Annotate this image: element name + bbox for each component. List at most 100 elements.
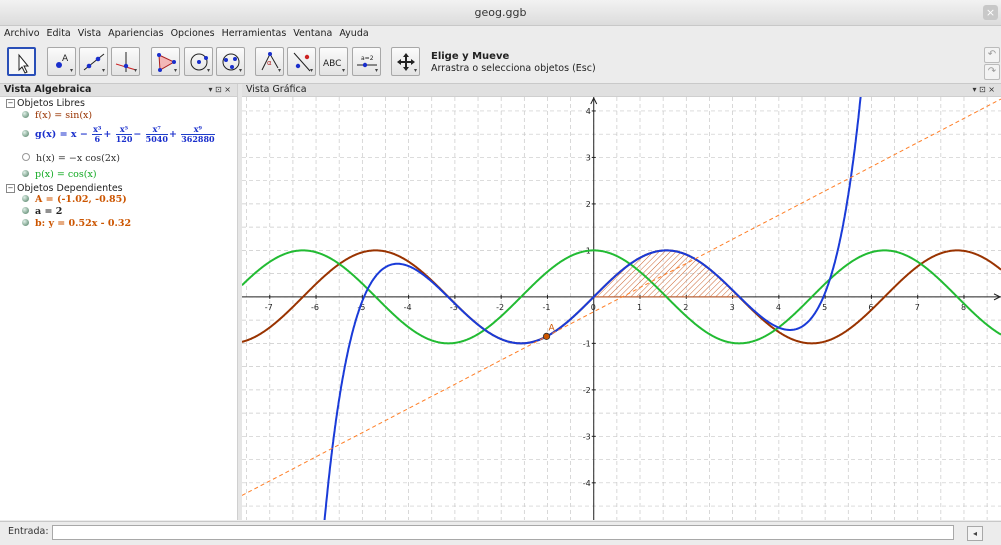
tool-help-title: Elige y Mueve [431, 51, 510, 62]
object-f[interactable]: f(x) = sin(x) [22, 110, 92, 121]
y-tick-label: 3 [586, 153, 591, 162]
x-tick-label: -7 [265, 303, 273, 312]
reflect-tool-icon [293, 52, 311, 72]
object-A-definition: A = (-1.02, -0.85) [35, 194, 127, 205]
algebra-view: − Objetos Libres f(x) = sin(x) g(x) = x −… [0, 97, 237, 520]
line-tool-icon [83, 53, 105, 71]
polygon-tool-icon [157, 53, 176, 72]
y-tick-label: -2 [583, 386, 591, 395]
conic-tool-icon [222, 53, 240, 71]
algebra-view-header: Vista Algebraica ▾ ⊡ × [0, 84, 237, 97]
slider-tool-icon: a=2 [357, 55, 377, 68]
x-tick-label: 8 [961, 303, 966, 312]
point-A-label: A [549, 323, 556, 333]
visibility-toggle-icon[interactable] [22, 195, 29, 202]
visibility-toggle-icon[interactable] [22, 111, 29, 118]
close-window-button[interactable]: × [983, 5, 998, 20]
visibility-toggle-icon[interactable] [22, 153, 30, 161]
series-taylor9 [323, 97, 862, 520]
move-tool-button[interactable] [7, 47, 36, 76]
g-operator: + [103, 129, 112, 140]
x-tick-label: -2 [496, 303, 504, 312]
x-tick-label: 5 [822, 303, 827, 312]
g-operator: − [133, 129, 142, 140]
x-tick-label: -3 [450, 303, 458, 312]
circle-tool-button[interactable]: ▾ [184, 47, 213, 76]
menu-vista[interactable]: Vista [77, 28, 102, 39]
algebra-view-controls[interactable]: ▾ ⊡ × [208, 85, 231, 94]
polygon-tool-button[interactable]: ▾ [151, 47, 180, 76]
g-term2-numerator: x⁵ [115, 125, 133, 135]
object-h[interactable]: h(x) = −x cos(2x) [22, 153, 120, 164]
graphics-view-title: Vista Gráfica [246, 84, 307, 95]
g-operator: + [168, 129, 177, 140]
y-tick-label: -3 [583, 432, 591, 441]
menu-bar: Archivo Edita Vista Apariencias Opciones Herr… [0, 26, 1001, 42]
move-view-tool-button[interactable]: ▾ [391, 47, 420, 76]
y-tick-label: -1 [583, 339, 591, 348]
object-f-definition: f(x) = sin(x) [35, 110, 93, 121]
menu-opciones[interactable]: Opciones [170, 28, 215, 39]
dependent-objects-group[interactable]: − Objetos Dependientes [6, 183, 123, 194]
x-tick-label: -1 [542, 303, 550, 312]
graphics-view-controls[interactable]: ▾ ⊡ × [972, 85, 995, 94]
collapse-icon[interactable]: − [6, 184, 15, 193]
collapse-icon[interactable]: − [6, 99, 15, 108]
move-view-tool-icon [397, 53, 415, 71]
input-field[interactable] [52, 525, 954, 540]
visibility-toggle-icon[interactable] [22, 219, 29, 226]
graphics-view[interactable]: -7 -6 -5 -4 -3 -2 -1 0 1 2 3 4 5 6 7 8 -4 -3 -2 -1 1 2 3 4 A [242, 97, 1001, 520]
angle-tool-button[interactable]: α ▾ [255, 47, 284, 76]
object-b[interactable]: b: y = 0.52x - 0.32 [22, 218, 131, 229]
perpendicular-tool-button[interactable]: ▾ [111, 47, 140, 76]
x-tick-label: 3 [730, 303, 735, 312]
menu-ayuda[interactable]: Ayuda [339, 28, 369, 39]
menu-apariencias[interactable]: Apariencias [108, 28, 164, 39]
line-tool-button[interactable]: ▾ [79, 47, 108, 76]
x-tick-label: 2 [683, 303, 688, 312]
g-term2-denominator: 120 [115, 134, 133, 144]
undo-icon[interactable]: ↶ [984, 47, 1000, 63]
y-tick-label: 2 [586, 200, 591, 209]
object-p-definition: p(x) = cos(x) [35, 169, 97, 180]
x-tick-label: -5 [357, 303, 365, 312]
point-tool-button[interactable]: A ▾ [47, 47, 76, 76]
menu-ventana[interactable]: Ventana [293, 28, 333, 39]
series-line [242, 98, 1001, 496]
g-term1-numerator: x³ [92, 124, 103, 135]
y-axis-arrow [590, 97, 598, 105]
algebra-view-title: Vista Algebraica [4, 84, 92, 95]
reflect-tool-button[interactable]: ▾ [287, 47, 316, 76]
object-g-prefix: g(x) = x − [35, 129, 88, 140]
g-term3-denominator: 5040 [145, 134, 168, 144]
object-a[interactable]: a = 2 [22, 206, 62, 217]
conic-tool-button[interactable]: ▾ [216, 47, 245, 76]
object-a-definition: a = 2 [35, 206, 63, 217]
free-objects-group[interactable]: − Objetos Libres [6, 98, 85, 109]
slider-tool-button[interactable]: a=2 ▾ [352, 47, 381, 76]
visibility-toggle-icon[interactable] [22, 130, 29, 137]
visibility-toggle-icon[interactable] [22, 170, 29, 177]
redo-icon[interactable]: ↷ [984, 64, 1000, 80]
x-tick-label: 4 [776, 303, 781, 312]
title-bar: geog.ggb × [0, 0, 1001, 26]
object-A[interactable]: A = (-1.02, -0.85) [22, 194, 127, 205]
visibility-toggle-icon[interactable] [22, 207, 29, 214]
input-label: Entrada: [8, 526, 49, 537]
g-term1-denominator: 6 [94, 134, 101, 144]
menu-edita[interactable]: Edita [46, 28, 71, 39]
menu-herramientas[interactable]: Herramientas [221, 28, 287, 39]
object-g[interactable]: g(x) = x − x³ 6 + x⁵ 120− x⁷ 5040 + x⁹ 362880 [22, 125, 216, 144]
svg-text:α: α [267, 59, 272, 67]
object-p[interactable]: p(x) = cos(x) [22, 169, 97, 180]
x-axis-arrow [993, 293, 1001, 301]
toolbar: A ▾ ▾ ▾ ▾ ▾ ▾ α ▾ ▾ ABC ▾ a=2 ▾ ▾ ↶ ↷ [0, 42, 1001, 84]
object-h-definition: h(x) = −x cos(2x) [36, 153, 120, 164]
point-tool-icon: A [56, 54, 69, 68]
menu-archivo[interactable]: Archivo [4, 28, 40, 39]
y-tick-label: 4 [586, 107, 591, 116]
text-tool-button[interactable]: ABC ▾ [319, 47, 348, 76]
input-help-button[interactable]: ◂ [967, 526, 983, 541]
window-title: geog.ggb [474, 6, 527, 19]
